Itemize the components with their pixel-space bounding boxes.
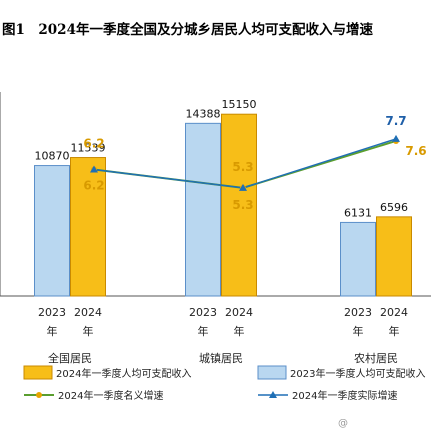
year-tick-2023-urban: 2023 <box>189 306 217 319</box>
rate-lines <box>90 134 400 191</box>
nominal-rate-label-national: 6.2 <box>83 137 104 151</box>
legend-label-real: 2024年一季度实际增速 <box>292 389 397 402</box>
year-tick-2024-urban: 2024 <box>225 306 253 319</box>
year-tick-2024-national: 2024 <box>74 306 102 319</box>
legend-marker-nominal <box>36 392 42 398</box>
real-growth-point-rural <box>392 134 400 142</box>
real-rate-label-rural: 7.7 <box>385 114 406 128</box>
bar-2023-national <box>34 165 70 297</box>
year-tick-unit-2024-national: 年 <box>83 324 94 338</box>
bar-2024-rural <box>376 216 412 297</box>
legend-label-2024-income: 2024年一季度人均可支配收入 <box>56 367 191 380</box>
real-growth-point-urban <box>239 183 247 191</box>
value-label-2024-national: 11539 <box>71 142 106 155</box>
bar-2024-urban <box>221 113 257 297</box>
real-rate-label-urban: 5.3 <box>232 198 253 212</box>
bar-2024-national <box>70 157 106 297</box>
bar-2023-rural <box>340 221 376 297</box>
watermark-text: @ <box>338 418 348 429</box>
chart-title: 图1 2024年一季度全国及分城乡居民人均可支配收入与增速 <box>2 21 373 38</box>
legend-label-2023-income: 2023年一季度人均可支配收入 <box>290 367 425 380</box>
year-tick-unit-2023-rural: 年 <box>353 324 364 338</box>
legend-swatch-2024-income <box>23 365 53 380</box>
legend: 2024年一季度人均可支配收入 2023年一季度人均可支配收入 2024年一季度名义… <box>23 365 425 402</box>
category-label-rural: 农村居民 <box>354 351 398 365</box>
bar-2023-urban <box>185 122 221 297</box>
category-label-urban: 城镇居民 <box>199 351 243 365</box>
legend-marker-real <box>269 391 277 398</box>
year-tick-unit-2023-urban: 年 <box>198 324 209 338</box>
year-tick-unit-2024-rural: 年 <box>389 324 400 338</box>
legend-swatch-2023-income <box>257 365 287 380</box>
nominal-rate-label-urban: 5.3 <box>232 160 253 174</box>
year-tick-2023-rural: 2023 <box>344 306 372 319</box>
year-tick-unit-2024-urban: 年 <box>234 324 245 338</box>
value-label-2024-urban: 15150 <box>222 98 257 111</box>
year-tick-2023-national: 2023 <box>38 306 66 319</box>
year-tick-unit-2023-national: 年 <box>47 324 58 338</box>
bar-group <box>34 113 412 297</box>
nominal-rate-label-rural: 7.6 <box>405 144 426 158</box>
real-rate-label-national: 6.2 <box>83 179 104 193</box>
value-label-2024-rural: 6596 <box>380 201 408 214</box>
legend-label-nominal: 2024年一季度名义增速 <box>58 389 163 402</box>
value-label-2023-rural: 6131 <box>344 206 372 219</box>
category-label-national: 全国居民 <box>48 351 92 365</box>
year-tick-2024-rural: 2024 <box>380 306 408 319</box>
real-growth-point-national <box>90 165 98 173</box>
value-label-2023-national: 10870 <box>35 150 70 163</box>
value-label-2023-urban: 14388 <box>186 107 221 120</box>
